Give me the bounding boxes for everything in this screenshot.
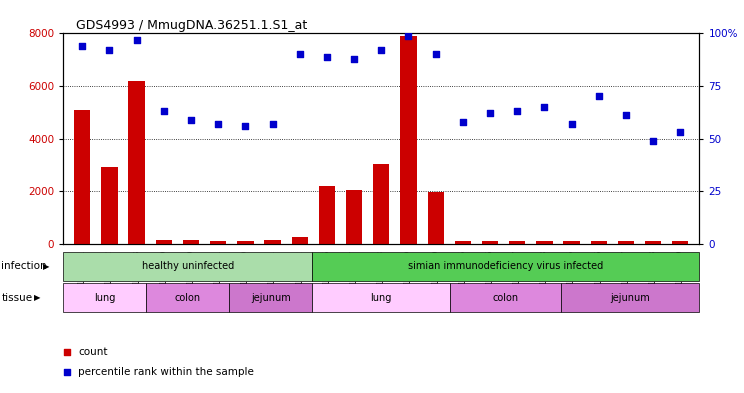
Text: lung: lung (371, 293, 392, 303)
Bar (237, 241, 254, 244)
Bar (129, 81, 145, 244)
Bar (618, 241, 634, 244)
Text: lung: lung (94, 293, 115, 303)
Point (565, 121, 577, 127)
Point (321, 53, 333, 60)
Point (403, 32, 414, 39)
Bar (645, 241, 661, 244)
Bar (346, 190, 362, 244)
Text: jejunum: jejunum (610, 293, 650, 303)
Text: percentile rank within the sample: percentile rank within the sample (78, 367, 254, 377)
Bar (101, 167, 118, 244)
Point (277, 241, 289, 247)
Point (376, 47, 388, 53)
Bar (428, 193, 444, 244)
Bar (509, 241, 525, 244)
Bar (147, 283, 229, 312)
Point (240, 123, 251, 129)
Point (593, 93, 605, 99)
Point (647, 138, 659, 144)
Bar (292, 237, 308, 244)
Point (77, 43, 89, 49)
Point (277, 55, 289, 61)
Point (103, 47, 115, 53)
Bar (312, 283, 450, 312)
Bar (536, 241, 553, 244)
Point (674, 129, 686, 135)
Bar (455, 241, 471, 244)
Point (457, 119, 469, 125)
Point (348, 55, 360, 62)
Text: infection: infection (1, 261, 47, 271)
Bar (63, 252, 312, 281)
Point (185, 116, 197, 123)
Text: GDS4993 / MmugDNA.36251.1.S1_at: GDS4993 / MmugDNA.36251.1.S1_at (76, 19, 307, 32)
Point (158, 108, 170, 114)
Point (430, 51, 442, 57)
Bar (312, 252, 699, 281)
Bar (229, 283, 312, 312)
Text: simian immunodeficiency virus infected: simian immunodeficiency virus infected (408, 261, 603, 271)
Point (294, 51, 306, 57)
Point (131, 37, 143, 43)
Text: tissue: tissue (1, 293, 33, 303)
Text: jejunum: jejunum (251, 293, 291, 303)
Text: ▶: ▶ (34, 293, 41, 302)
Bar (482, 241, 498, 244)
Bar (210, 241, 226, 244)
Bar (155, 240, 172, 244)
Text: colon: colon (175, 293, 201, 303)
Bar (63, 283, 147, 312)
Bar (264, 240, 280, 244)
Bar (450, 283, 561, 312)
Bar (561, 283, 699, 312)
Point (539, 104, 551, 110)
Bar (672, 241, 688, 244)
Text: ▶: ▶ (43, 262, 50, 271)
Point (266, 121, 278, 127)
Text: healthy uninfected: healthy uninfected (141, 261, 234, 271)
Text: colon: colon (493, 293, 519, 303)
Bar (183, 240, 199, 244)
Point (620, 112, 632, 119)
Bar (591, 241, 607, 244)
Bar (373, 163, 389, 244)
Point (212, 121, 224, 127)
Point (511, 108, 523, 114)
Bar (74, 110, 91, 244)
Bar (318, 186, 335, 244)
Point (484, 110, 496, 116)
Text: count: count (78, 347, 108, 357)
Bar (563, 241, 580, 244)
Bar (400, 36, 417, 244)
